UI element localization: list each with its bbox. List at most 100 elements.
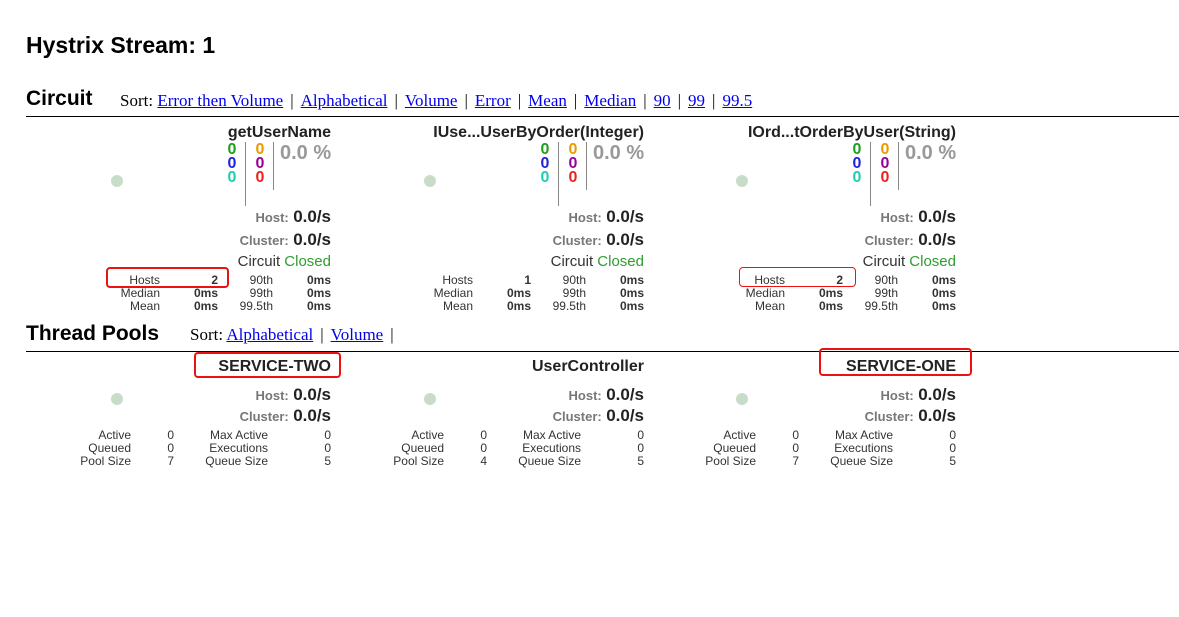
executions-label: Executions bbox=[209, 441, 268, 455]
failure-count: 0 bbox=[255, 169, 265, 186]
host-rate: 0.0/s bbox=[293, 207, 331, 226]
short-circuited-count: 0 bbox=[852, 155, 862, 172]
p99-label: 99th bbox=[562, 286, 586, 300]
p90-value: 0ms bbox=[306, 273, 331, 287]
circuit-status: Closed bbox=[284, 253, 331, 270]
queued-label: Queued bbox=[88, 441, 131, 455]
host-rate: 0.0/s bbox=[293, 385, 331, 404]
hosts-label: Hosts bbox=[442, 273, 473, 287]
highlight-box bbox=[819, 348, 972, 376]
sort-error[interactable]: Error bbox=[474, 91, 511, 110]
circuit-label: Circuit bbox=[862, 253, 906, 270]
sort-error-then-volume[interactable]: Error then Volume bbox=[157, 91, 284, 110]
sort-99[interactable]: 99 bbox=[688, 91, 706, 110]
mean-label: Mean bbox=[754, 299, 785, 313]
circuit-health-dot bbox=[111, 175, 123, 187]
rate-separator bbox=[586, 142, 587, 190]
hosts-value: 2 bbox=[211, 273, 218, 287]
highlight-box bbox=[739, 267, 856, 287]
p90-label: 90th bbox=[874, 273, 898, 287]
executions-value: 0 bbox=[324, 441, 331, 455]
p90-label: 90th bbox=[562, 273, 586, 287]
p99-label: 99th bbox=[874, 286, 898, 300]
error-rate: 0.0 % bbox=[280, 142, 332, 164]
sort-99-5[interactable]: 99.5 bbox=[722, 91, 753, 110]
max-active-value: 0 bbox=[637, 428, 644, 442]
cluster-label: Cluster: bbox=[864, 233, 914, 248]
p995-label: 99.5th bbox=[864, 299, 898, 313]
mean-label: Mean bbox=[442, 299, 473, 313]
bad-request-count: 0 bbox=[852, 169, 862, 186]
host-rate: 0.0/s bbox=[918, 207, 956, 226]
circuit-name: getUserName bbox=[227, 124, 331, 141]
active-value: 0 bbox=[167, 428, 174, 442]
pool-size-value: 4 bbox=[480, 454, 487, 468]
circuit-card: IUse...UserByOrder(Integer) 0 0 0 0 0 0 … bbox=[334, 120, 644, 315]
cluster-rate-row: Cluster: 0.0/s bbox=[240, 230, 331, 250]
p90-value: 0ms bbox=[619, 273, 644, 287]
median-value: 0ms bbox=[193, 286, 218, 300]
median-label: Median bbox=[120, 286, 160, 300]
highlight-box bbox=[194, 352, 341, 378]
queued-value: 0 bbox=[167, 441, 174, 455]
host-label: Host: bbox=[568, 210, 602, 225]
circuit-name: IOrd...tOrderByUser(String) bbox=[747, 124, 956, 141]
tp-sort-volume[interactable]: Volume bbox=[330, 325, 384, 344]
active-label: Active bbox=[411, 428, 444, 442]
queued-label: Queued bbox=[401, 441, 444, 455]
bad-request-count: 0 bbox=[227, 169, 237, 186]
host-rate-row: Host: 0.0/s bbox=[256, 385, 331, 405]
median-value: 0ms bbox=[506, 286, 531, 300]
sort-mean[interactable]: Mean bbox=[528, 91, 567, 110]
circuit-sort-bar: Sort: Error then Volume | Alphabetical | Vol… bbox=[120, 91, 753, 110]
p995-value: 0ms bbox=[306, 299, 331, 313]
queue-size-label: Queue Size bbox=[830, 454, 893, 468]
p99-value: 0ms bbox=[619, 286, 644, 300]
cluster-label: Cluster: bbox=[552, 233, 602, 248]
pool-size-label: Pool Size bbox=[705, 454, 756, 468]
cluster-label: Cluster: bbox=[552, 409, 602, 424]
executions-value: 0 bbox=[949, 441, 956, 455]
timeout-count: 0 bbox=[568, 141, 578, 158]
pool-size-label: Pool Size bbox=[80, 454, 131, 468]
thread-pools-section-title: Thread Pools bbox=[26, 322, 160, 345]
p995-value: 0ms bbox=[931, 299, 956, 313]
active-label: Active bbox=[98, 428, 131, 442]
active-value: 0 bbox=[480, 428, 487, 442]
failure-count: 0 bbox=[568, 169, 578, 186]
sort-volume[interactable]: Volume bbox=[404, 91, 458, 110]
circuit-label: Circuit bbox=[550, 253, 594, 270]
sort-alphabetical[interactable]: Alphabetical bbox=[300, 91, 388, 110]
queue-size-value: 5 bbox=[637, 454, 644, 468]
timeout-count: 0 bbox=[880, 141, 890, 158]
short-circuited-count: 0 bbox=[227, 155, 237, 172]
thread-pool-health-dot bbox=[424, 393, 436, 405]
sort-90[interactable]: 90 bbox=[653, 91, 671, 110]
circuit-sort-label: Sort: bbox=[120, 91, 154, 110]
tp-sort-alphabetical[interactable]: Alphabetical bbox=[226, 325, 314, 344]
rate-separator bbox=[898, 142, 899, 190]
thread-pool-name: SERVICE-ONE bbox=[846, 358, 956, 375]
count-separator bbox=[870, 142, 871, 206]
cluster-label: Cluster: bbox=[864, 409, 914, 424]
error-rate: 0.0 % bbox=[905, 142, 957, 164]
circuit-card: IOrd...tOrderByUser(String) 0 0 0 0 0 0 … bbox=[646, 120, 956, 315]
queue-size-label: Queue Size bbox=[205, 454, 268, 468]
queued-label: Queued bbox=[713, 441, 756, 455]
median-value: 0ms bbox=[818, 286, 843, 300]
host-rate-row: Host: 0.0/s bbox=[881, 207, 956, 227]
sort-median[interactable]: Median bbox=[584, 91, 637, 110]
host-rate: 0.0/s bbox=[918, 385, 956, 404]
host-rate-row: Host: 0.0/s bbox=[569, 207, 644, 227]
thread-pool-card: SERVICE-ONE Host: 0.0/s Cluster: 0.0/s A… bbox=[646, 352, 956, 472]
cluster-rate-row: Cluster: 0.0/s bbox=[553, 406, 644, 426]
host-label: Host: bbox=[880, 388, 914, 403]
mean-label: Mean bbox=[129, 299, 160, 313]
hosts-value: 2 bbox=[836, 273, 843, 287]
cluster-rate: 0.0/s bbox=[293, 230, 331, 249]
page-title: Hystrix Stream: 1 bbox=[26, 32, 216, 58]
rejected-count: 0 bbox=[255, 155, 265, 172]
success-count: 0 bbox=[227, 141, 237, 158]
cluster-rate-row: Cluster: 0.0/s bbox=[865, 230, 956, 250]
success-count: 0 bbox=[852, 141, 862, 158]
